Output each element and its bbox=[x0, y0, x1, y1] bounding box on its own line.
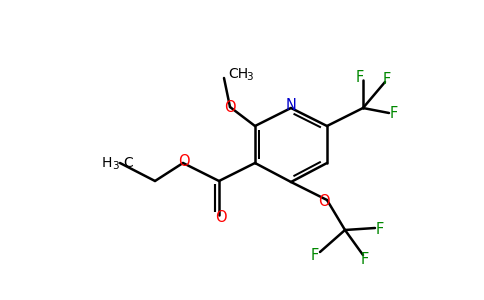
Text: F: F bbox=[356, 70, 364, 85]
Text: 3: 3 bbox=[246, 72, 253, 82]
Text: F: F bbox=[311, 248, 319, 263]
Text: O: O bbox=[224, 100, 236, 115]
Text: O: O bbox=[178, 154, 190, 169]
Text: O: O bbox=[318, 194, 330, 209]
Text: H: H bbox=[102, 156, 112, 170]
Text: N: N bbox=[286, 98, 296, 113]
Text: C: C bbox=[123, 156, 133, 170]
Text: O: O bbox=[215, 211, 227, 226]
Text: F: F bbox=[361, 251, 369, 266]
Text: CH: CH bbox=[228, 67, 248, 81]
Text: F: F bbox=[390, 106, 398, 122]
Text: F: F bbox=[376, 221, 384, 236]
Text: F: F bbox=[383, 73, 391, 88]
Text: 3: 3 bbox=[112, 161, 119, 171]
